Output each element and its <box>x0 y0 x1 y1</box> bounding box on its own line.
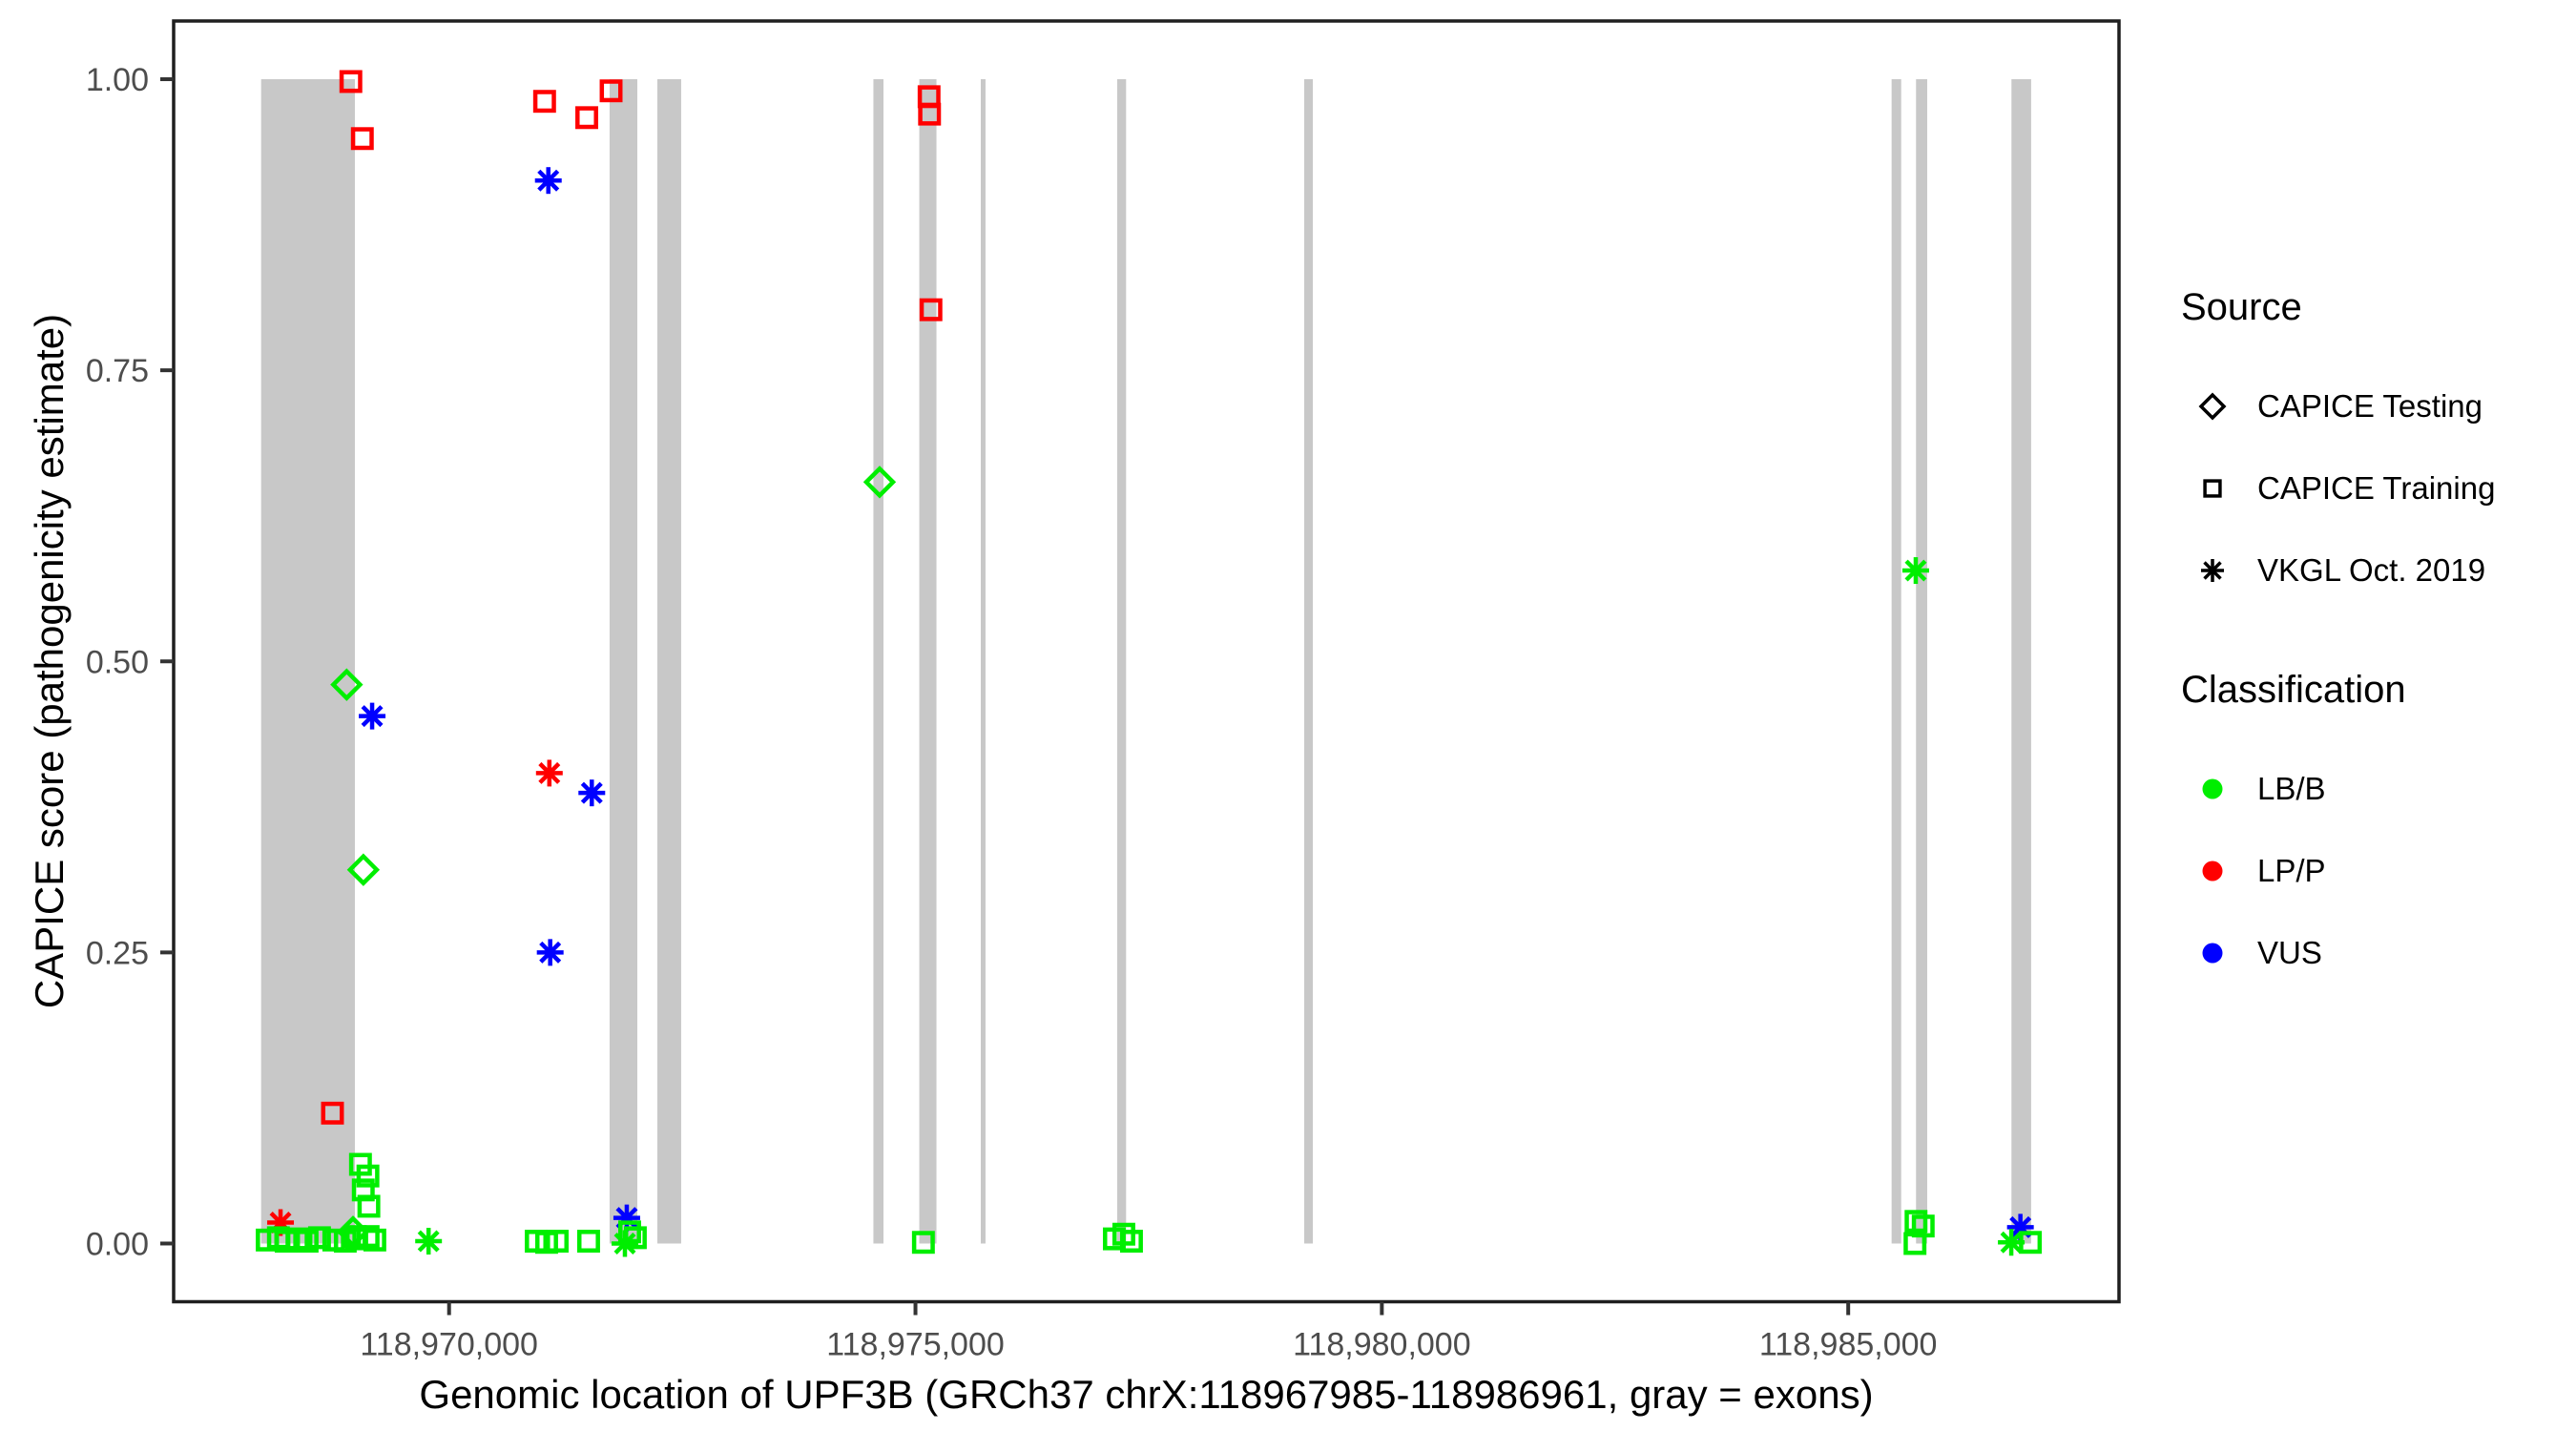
legend-item-square: CAPICE Training <box>2181 447 2572 529</box>
square-marker <box>343 1225 367 1249</box>
square-marker <box>618 1220 641 1244</box>
square-icon <box>2203 479 2222 498</box>
exon-bar <box>919 79 937 1244</box>
legend-source-group: Source CAPICE Testing CAPICE Training VKGL… <box>2181 286 2572 612</box>
square-marker <box>356 1225 380 1249</box>
exon-bar <box>1116 79 1127 1244</box>
legend-item-lpp: LP/P <box>2181 830 2572 912</box>
square-marker <box>339 70 363 93</box>
square-marker <box>575 106 598 130</box>
y-tick-label: 0.25 <box>86 935 149 971</box>
square-marker <box>295 1230 319 1254</box>
square-marker <box>321 1101 344 1125</box>
color-dot-icon <box>2202 861 2223 881</box>
legend-item-vus: VUS <box>2181 912 2572 994</box>
legend-label: LP/P <box>2257 853 2326 888</box>
exon-bar <box>657 79 681 1244</box>
exon-bar <box>1304 79 1314 1244</box>
legend-item-diamond: CAPICE Testing <box>2181 365 2572 447</box>
legend-classification-group: Classification LB/B LP/P VUS <box>2181 669 2572 994</box>
asterisk-marker <box>578 779 606 807</box>
legend-label: VUS <box>2257 935 2322 970</box>
x-tick-label: 118,985,000 <box>1759 1327 1938 1363</box>
diamond-icon <box>2198 392 2227 421</box>
square-marker <box>546 1230 569 1254</box>
square-marker <box>1903 1232 1927 1255</box>
legend-item-asterisk: VKGL Oct. 2019 <box>2181 529 2572 612</box>
diamond-marker <box>862 466 897 499</box>
asterisk-icon <box>2201 559 2224 582</box>
y-tick-label: 0.50 <box>86 644 149 680</box>
square-marker <box>350 127 374 151</box>
diamond-marker <box>346 853 381 886</box>
legend-label: LB/B <box>2257 771 2326 806</box>
y-tick-label: 0.00 <box>86 1226 149 1262</box>
square-marker <box>322 1228 345 1252</box>
legend-label: CAPICE Testing <box>2257 388 2483 424</box>
square-marker <box>351 1178 375 1202</box>
square-marker <box>2203 479 2222 498</box>
legend-panel: Source CAPICE Testing CAPICE Training VKGL… <box>2181 286 2572 1051</box>
exon-bar <box>980 79 986 1244</box>
square-marker <box>307 1226 331 1250</box>
exon-bar <box>260 79 355 1244</box>
color-dot-icon <box>2202 943 2223 964</box>
legend-label: VKGL Oct. 2019 <box>2257 552 2486 588</box>
asterisk-marker <box>1901 557 1929 585</box>
legend-source-title: Source <box>2181 286 2302 328</box>
panel-border <box>172 19 2121 1304</box>
x-tick-label: 118,970,000 <box>360 1327 538 1363</box>
square-marker <box>911 1231 935 1255</box>
diamond-marker <box>2198 392 2227 421</box>
exon-bar <box>2011 79 2031 1244</box>
asterisk-marker <box>2201 559 2224 582</box>
legend-source-items: CAPICE Testing CAPICE Training VKGL Oct. 2… <box>2181 365 2572 612</box>
asterisk-marker <box>536 939 564 966</box>
asterisk-marker <box>359 702 386 730</box>
legend-classification-title: Classification <box>2181 669 2406 711</box>
exon-bar <box>609 79 637 1244</box>
y-tick-label: 1.00 <box>86 62 149 98</box>
square-marker <box>599 79 623 103</box>
color-dot-icon <box>2202 778 2223 799</box>
x-tick-label: 118,980,000 <box>1293 1327 1471 1363</box>
asterisk-marker <box>534 167 562 195</box>
x-axis-title: Genomic location of UPF3B (GRCh37 chrX:1… <box>419 1372 1874 1417</box>
square-marker <box>918 102 942 126</box>
asterisk-marker <box>415 1228 443 1255</box>
exon-bar <box>873 79 883 1244</box>
legend-item-lbb: LB/B <box>2181 748 2572 830</box>
exon-bar <box>1916 79 1927 1244</box>
square-marker <box>919 298 943 321</box>
square-marker <box>1119 1230 1143 1254</box>
square-marker <box>532 90 556 114</box>
y-axis-title: CAPICE score (pathogenicity estimate) <box>27 313 72 1009</box>
square-marker <box>357 1194 381 1218</box>
y-tick-label: 0.75 <box>86 353 149 389</box>
diamond-marker <box>330 668 364 701</box>
x-tick-label: 118,975,000 <box>826 1327 1005 1363</box>
exon-bar <box>1891 79 1901 1244</box>
legend-label: CAPICE Training <box>2257 470 2496 506</box>
square-marker <box>623 1226 647 1250</box>
square-marker <box>356 1164 380 1188</box>
asterisk-marker <box>535 759 563 787</box>
legend-classification-items: LB/B LP/P VUS <box>2181 748 2572 994</box>
square-marker <box>576 1230 600 1254</box>
square-marker <box>2019 1231 2043 1255</box>
